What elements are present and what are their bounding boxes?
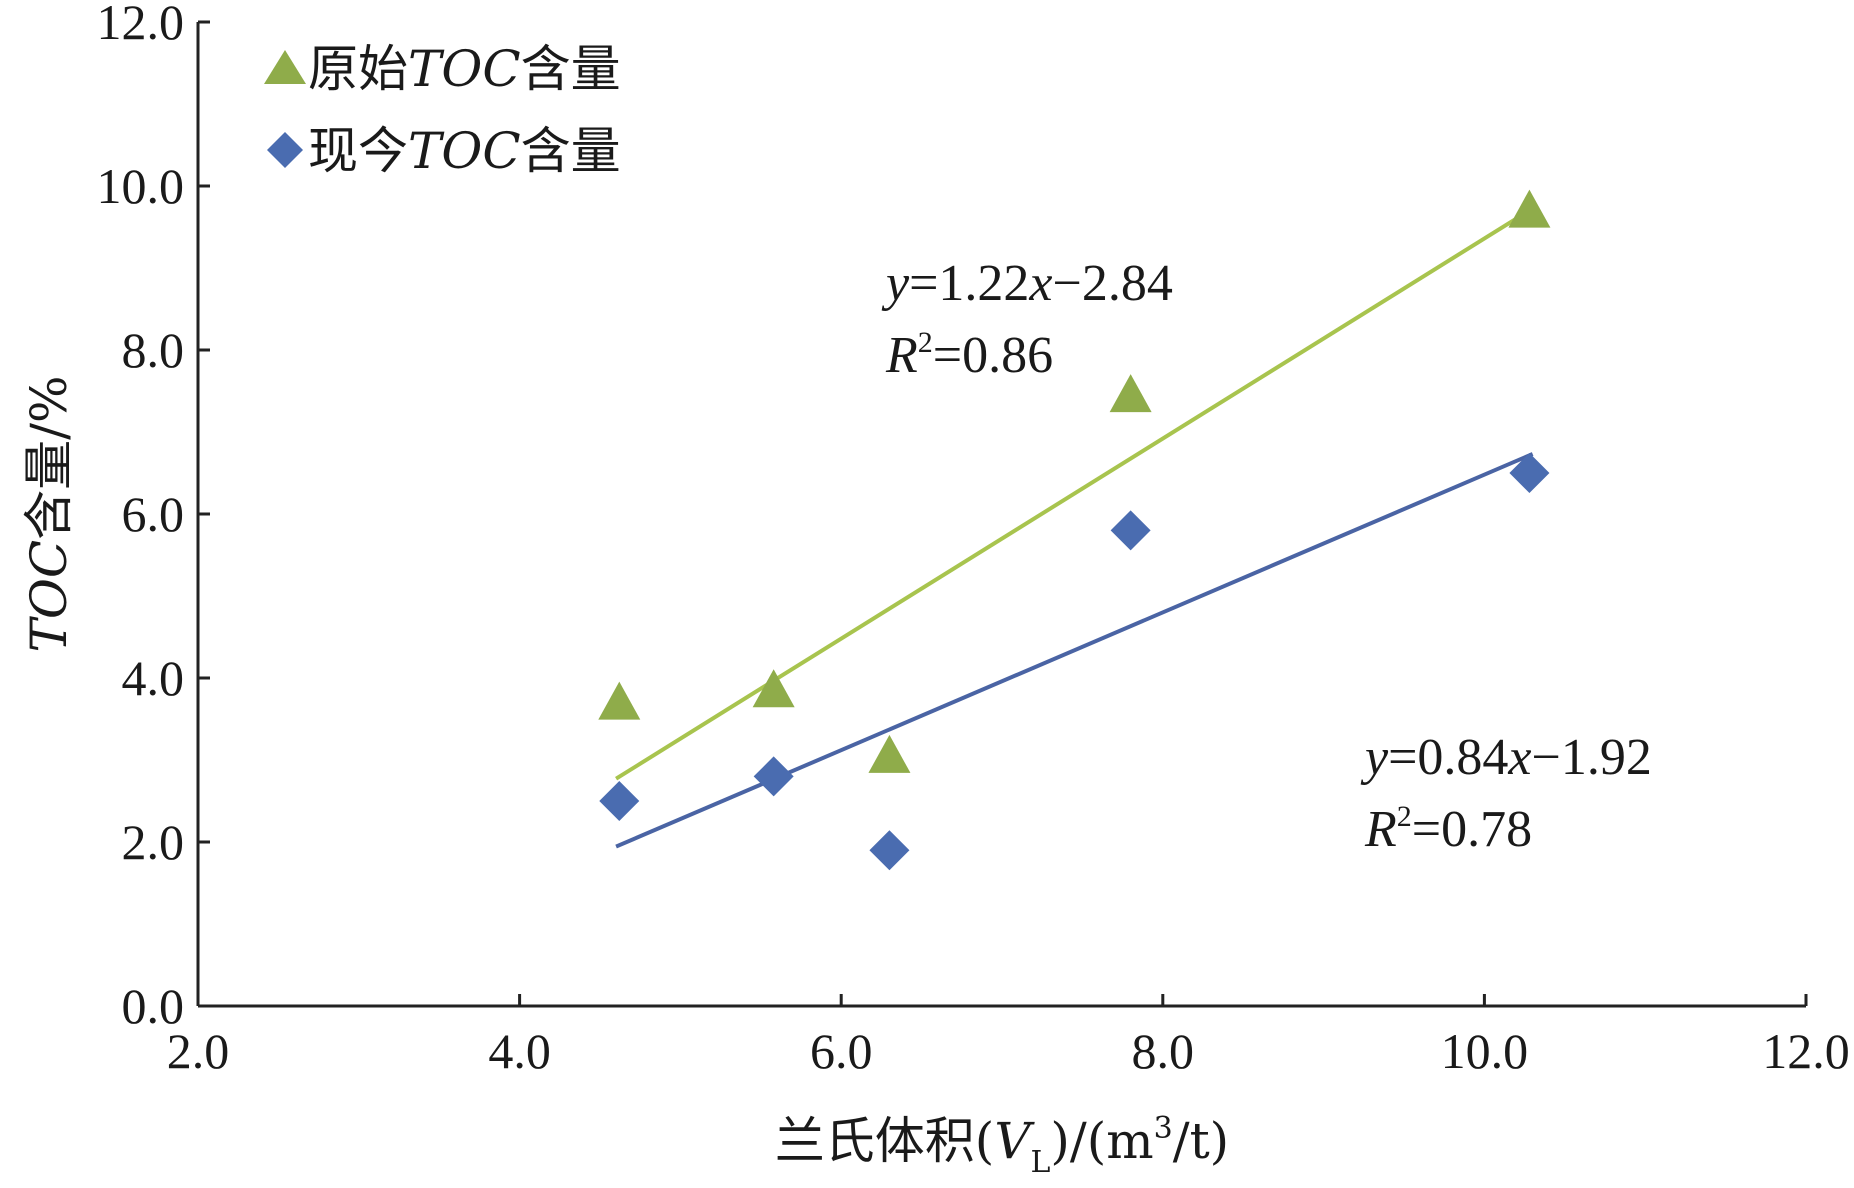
point-original-toc bbox=[868, 734, 911, 773]
point-present-toc bbox=[1110, 510, 1151, 551]
data-points bbox=[598, 189, 1551, 871]
legend-item-present: 现今TOC含量 bbox=[267, 122, 621, 180]
x-axis-ticks: 2.0 4.0 6.0 8.0 10.0 12.0 bbox=[167, 994, 1850, 1079]
equation-original: y=1.22x−2.84 bbox=[881, 255, 1173, 312]
y-tick-label: 0.0 bbox=[122, 978, 185, 1034]
point-present-toc bbox=[869, 830, 910, 871]
x-tick-label: 8.0 bbox=[1132, 1023, 1195, 1079]
y-tick-label: 12.0 bbox=[97, 0, 185, 50]
x-tick-label: 6.0 bbox=[810, 1023, 873, 1079]
point-original-toc bbox=[752, 669, 795, 708]
point-original-toc bbox=[1109, 374, 1152, 413]
y-axis-ticks: 0.0 2.0 4.0 6.0 8.0 10.0 12.0 bbox=[97, 0, 210, 1034]
equation-annotation-original: y=1.22x−2.84 R2=0.86 bbox=[881, 255, 1173, 384]
x-axis-title: 兰氏体积(VL)/(m3/t) bbox=[775, 1111, 1229, 1180]
point-present-toc bbox=[599, 781, 640, 821]
point-original-toc bbox=[598, 681, 641, 720]
x-tick-label: 4.0 bbox=[488, 1023, 551, 1079]
x-tick-label: 2.0 bbox=[167, 1023, 230, 1079]
trendline-present bbox=[615, 452, 1534, 849]
legend-label-original: 原始TOC含量 bbox=[308, 40, 621, 98]
y-tick-label: 4.0 bbox=[122, 650, 185, 706]
equation-annotation-present: y=0.84x−1.92 R2=0.78 bbox=[1360, 729, 1652, 858]
y-axis-title: TOC含量/% bbox=[20, 376, 78, 653]
y-tick-label: 2.0 bbox=[122, 814, 185, 870]
r2-present: R2=0.78 bbox=[1364, 800, 1532, 858]
equation-present: y=0.84x−1.92 bbox=[1360, 729, 1652, 786]
x-tick-label: 10.0 bbox=[1441, 1023, 1529, 1079]
point-present-toc bbox=[1509, 453, 1550, 493]
point-original-toc bbox=[1508, 189, 1551, 228]
y-tick-label: 6.0 bbox=[122, 486, 185, 542]
point-present-toc bbox=[753, 756, 794, 797]
legend-item-original: 原始TOC含量 bbox=[264, 40, 621, 98]
x-tick-label: 12.0 bbox=[1762, 1023, 1850, 1079]
r2-original: R2=0.86 bbox=[885, 326, 1053, 384]
diamond-marker-icon bbox=[267, 132, 303, 168]
legend-label-present: 现今TOC含量 bbox=[308, 122, 621, 180]
triangle-marker-icon bbox=[264, 50, 306, 84]
legend: 原始TOC含量 现今TOC含量 bbox=[264, 40, 621, 180]
y-tick-label: 8.0 bbox=[122, 322, 185, 378]
y-tick-label: 10.0 bbox=[97, 158, 185, 214]
